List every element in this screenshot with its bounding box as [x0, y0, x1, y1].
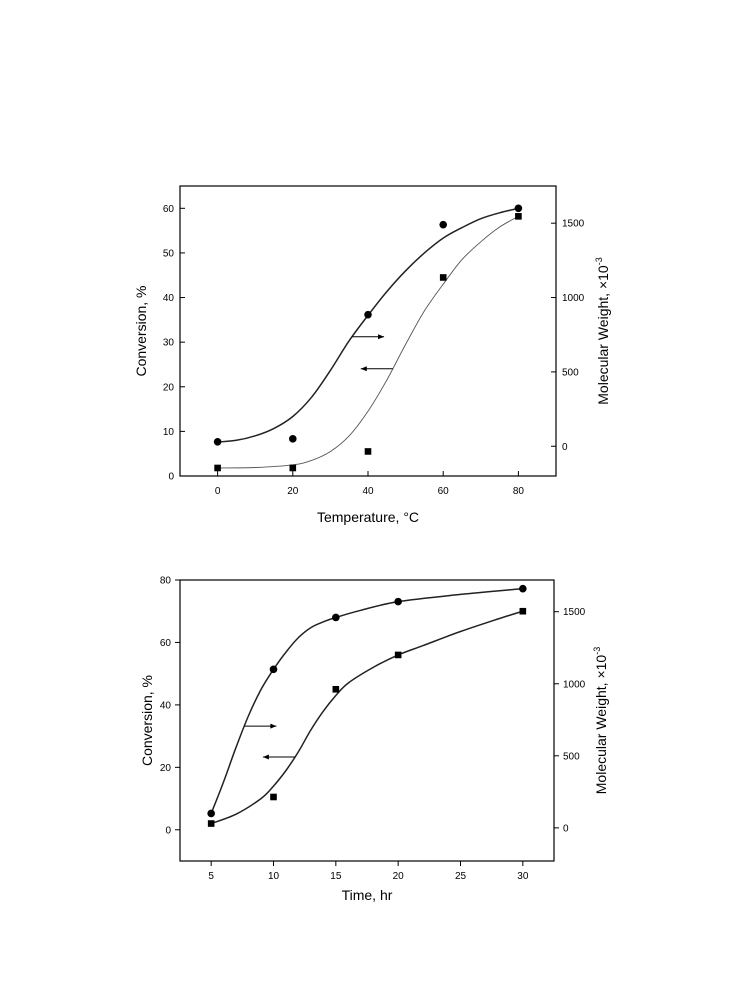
y2-axis-title: Molecular Weight, ×10-3 — [592, 647, 609, 794]
y2-tick-label: 0 — [563, 823, 569, 834]
x-tick-label: 80 — [513, 486, 525, 497]
y2-tick-label: 0 — [562, 442, 568, 453]
x-tick-label: 30 — [517, 871, 529, 882]
data-point-circle — [519, 584, 527, 593]
y-tick-label: 0 — [168, 472, 174, 483]
data-point-square — [394, 651, 402, 659]
x-tick-label: 5 — [208, 871, 214, 882]
x-tick-label: 10 — [268, 871, 280, 882]
data-point-square — [519, 607, 527, 615]
y-tick-label: 30 — [163, 338, 175, 349]
axis-arrow-head-left — [262, 754, 269, 760]
x-tick-label: 20 — [287, 486, 299, 497]
y-tick-label: 50 — [163, 248, 175, 259]
fit-curve-circle — [217, 207, 519, 443]
data-point-square — [515, 213, 522, 220]
plot-frame — [179, 185, 557, 477]
y2-axis-title-exponent: -3 — [594, 257, 604, 265]
axis-arrow-head-left — [360, 366, 367, 372]
x-tick-label: 60 — [438, 486, 450, 497]
data-point-square — [364, 448, 372, 455]
axis-arrow-head-right — [270, 723, 277, 729]
data-point-circle — [364, 310, 372, 319]
y-axis-title: Conversion, % — [133, 285, 149, 376]
data-point-square — [270, 793, 277, 801]
y-tick-label: 10 — [163, 427, 175, 438]
fit-curve-square — [210, 610, 524, 825]
y-tick-label: 60 — [163, 204, 175, 215]
y-tick-label: 60 — [160, 638, 172, 649]
y2-tick-label: 500 — [563, 751, 580, 762]
x-tick-label: 25 — [455, 871, 467, 882]
x-axis-title: Time, hr — [342, 887, 393, 903]
data-point-circle — [439, 220, 448, 229]
plot-frame — [179, 579, 555, 862]
y-tick-label: 80 — [160, 576, 172, 587]
fit-curve-circle — [210, 587, 523, 814]
y2-axis-title: Molecular Weight, ×10-3 — [594, 257, 611, 404]
x-tick-label: 40 — [362, 486, 374, 497]
x-tick-label: 0 — [215, 486, 221, 497]
y-tick-label: 20 — [163, 382, 175, 393]
data-point-circle — [332, 613, 340, 622]
data-point-circle — [213, 437, 222, 446]
y2-tick-label: 1500 — [563, 607, 586, 618]
data-point-square — [332, 685, 340, 693]
data-point-circle — [269, 665, 278, 674]
y2-tick-label: 500 — [562, 367, 579, 378]
data-point-square — [207, 820, 215, 827]
y2-axis-title-text: Molecular Weight, ×10 — [595, 265, 611, 405]
data-point-square — [439, 274, 447, 281]
data-point-square — [214, 464, 221, 472]
data-point-circle — [289, 435, 297, 443]
y2-tick-label: 1500 — [562, 219, 585, 230]
y2-axis-title-exponent: -3 — [592, 647, 602, 655]
chart-conversion-vs-temperature: 0 20 40 60 80 0 10 20 30 40 50 60 0 500 1000 1500 Temper… — [133, 185, 611, 525]
y-tick-label: 40 — [160, 700, 172, 711]
y2-tick-label: 1000 — [563, 679, 586, 690]
axis-arrow-head-right — [378, 334, 385, 340]
data-point-circle — [514, 204, 523, 213]
y2-tick-label: 1000 — [562, 293, 585, 304]
y-axis-title: Conversion, % — [139, 675, 155, 766]
fit-curve-square — [217, 215, 519, 469]
data-point-circle — [394, 597, 402, 606]
y-tick-label: 20 — [160, 763, 172, 774]
x-tick-label: 15 — [330, 871, 342, 882]
y-tick-label: 40 — [163, 293, 175, 304]
y2-axis-title-text: Molecular Weight, ×10 — [593, 655, 609, 795]
x-tick-label: 20 — [393, 871, 405, 882]
data-point-square — [289, 464, 297, 472]
y-tick-label: 0 — [165, 825, 171, 836]
data-point-circle — [207, 809, 215, 818]
chart-conversion-vs-time: 5 10 15 20 25 30 0 20 40 60 80 0 500 1000 1500 Time, hr… — [139, 576, 609, 904]
x-axis-title: Temperature, °C — [317, 509, 419, 525]
